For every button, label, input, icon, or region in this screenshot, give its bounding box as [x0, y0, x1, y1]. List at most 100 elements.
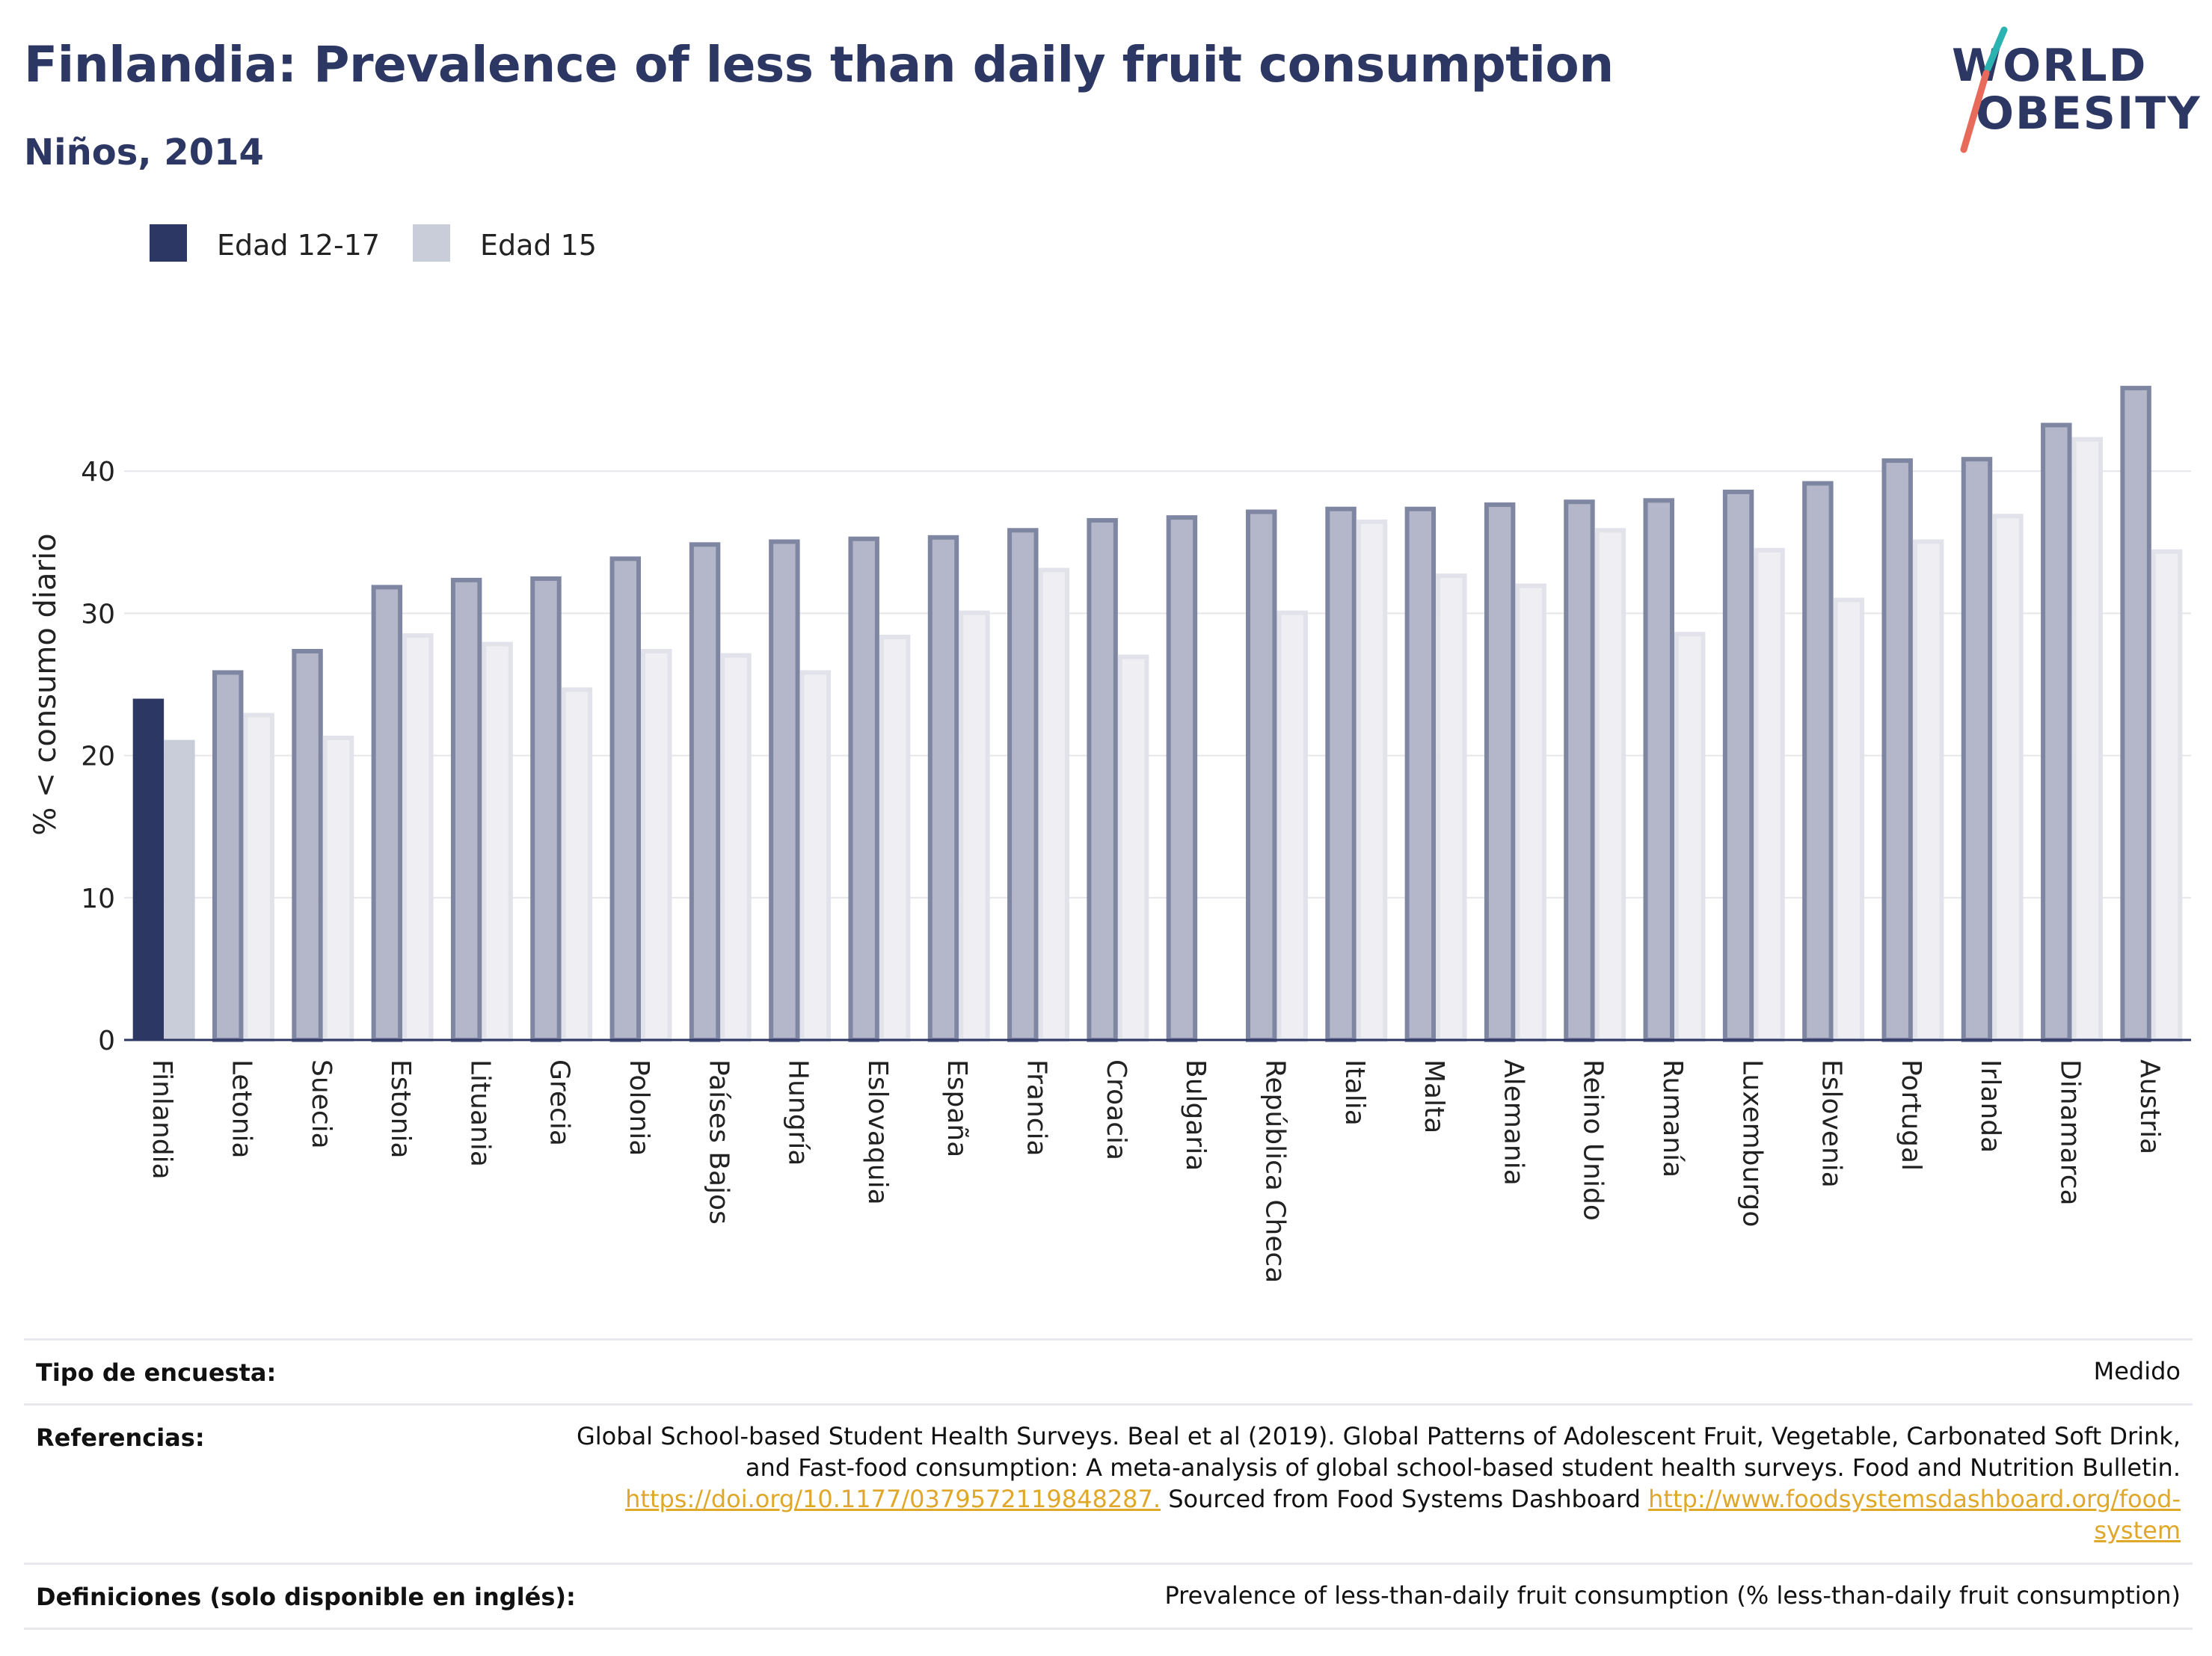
- bar-series1[interactable]: [689, 542, 721, 1042]
- bar-series2[interactable]: [164, 739, 195, 1040]
- bar-series2[interactable]: [959, 610, 990, 1042]
- bar-series1[interactable]: [1802, 481, 1834, 1043]
- bar-series1[interactable]: [769, 539, 800, 1043]
- bar-series1[interactable]: [609, 556, 641, 1042]
- bar-series1[interactable]: [1246, 509, 1277, 1042]
- doi-link[interactable]: https://doi.org/10.1177/0379572119848287…: [625, 1485, 1161, 1513]
- bar-series2[interactable]: [1038, 567, 1069, 1042]
- legend-swatch-series1: [150, 224, 187, 262]
- bar-series2[interactable]: [1356, 519, 1388, 1043]
- x-tick-label: Irlanda: [1975, 1059, 2006, 1153]
- bar-series1[interactable]: [1564, 499, 1595, 1042]
- bar-series2[interactable]: [2071, 437, 2103, 1042]
- bar-series1[interactable]: [450, 577, 482, 1043]
- references-line1: Global School-based Student Health Surve…: [576, 1422, 2181, 1450]
- bar-series2[interactable]: [879, 634, 911, 1042]
- bar-series2[interactable]: [322, 735, 354, 1042]
- bar-series1[interactable]: [1643, 498, 1675, 1042]
- bar-series1[interactable]: [1881, 458, 1913, 1043]
- x-tick-label: Suecia: [306, 1059, 337, 1149]
- y-tick-label: 10: [81, 884, 115, 914]
- x-tick-label: Italia: [1339, 1059, 1370, 1126]
- x-tick-label: Rumanía: [1657, 1059, 1688, 1178]
- x-tick-label: Portugal: [1896, 1059, 1926, 1171]
- y-axis-title: % < consumo diario: [28, 533, 63, 835]
- bar-series2[interactable]: [561, 687, 593, 1043]
- references-label: Referencias:: [36, 1423, 205, 1452]
- bar-series1[interactable]: [927, 535, 959, 1043]
- x-tick-label: Eslovenia: [1816, 1059, 1847, 1188]
- bar-series2[interactable]: [1436, 573, 1467, 1043]
- x-tick-label: Letonia: [226, 1059, 256, 1159]
- bar-series1[interactable]: [292, 648, 323, 1042]
- bar-series1[interactable]: [212, 670, 244, 1042]
- x-tick-label: Lituania: [464, 1059, 495, 1167]
- definitions-value: Prevalence of less-than-daily fruit cons…: [1164, 1581, 2181, 1610]
- x-tick-label: Alemania: [1498, 1059, 1529, 1186]
- bar-series2[interactable]: [243, 712, 274, 1042]
- legend-swatch-series2: [413, 224, 450, 262]
- x-tick-label: Eslovaquia: [862, 1059, 893, 1205]
- footer-info: Tipo de encuesta: Medido Referencias: Gl…: [24, 1338, 2193, 1630]
- x-tick-label: Luxemburgo: [1736, 1059, 1767, 1227]
- references-mid-text: Sourced from Food Systems Dashboard: [1161, 1485, 1649, 1513]
- bar-series2[interactable]: [402, 633, 434, 1042]
- bar-series1[interactable]: [1087, 517, 1118, 1042]
- bar-series1[interactable]: [132, 698, 165, 1040]
- bar-series2[interactable]: [1276, 610, 1308, 1042]
- x-tick-label: Reino Unido: [1578, 1059, 1609, 1221]
- x-tick-label: Países Bajos: [703, 1059, 734, 1225]
- bar-series1[interactable]: [530, 576, 562, 1042]
- x-tick-label: República Checa: [1259, 1059, 1290, 1283]
- definitions-row: Definiciones (solo disponible en inglés)…: [24, 1563, 2193, 1628]
- legend-label-series1: Edad 12-17: [217, 229, 381, 262]
- bar-series2[interactable]: [1594, 528, 1626, 1042]
- references-line4: system: [577, 1515, 2181, 1546]
- bar-series2[interactable]: [1754, 547, 1785, 1042]
- page-subtitle: Niños, 2014: [24, 132, 264, 173]
- x-tick-label: Dinamarca: [2055, 1059, 2086, 1206]
- survey-type-label: Tipo de encuesta:: [36, 1358, 277, 1387]
- bar-series2[interactable]: [641, 648, 672, 1042]
- page-title: Finlandia: Prevalence of less than daily…: [24, 36, 1614, 93]
- bar-series2[interactable]: [482, 641, 513, 1042]
- bar-series1[interactable]: [848, 536, 879, 1042]
- bar-series1[interactable]: [1166, 515, 1198, 1042]
- references-line2: and Fast-food consumption: A meta-analys…: [745, 1453, 2181, 1482]
- bar-series2[interactable]: [720, 653, 752, 1042]
- world-obesity-logo: WORLD OBESITY: [1952, 22, 2200, 157]
- bar-series1[interactable]: [1325, 506, 1357, 1042]
- bar-series2[interactable]: [1674, 632, 1706, 1043]
- survey-type-row: Tipo de encuesta: Medido: [24, 1338, 2193, 1403]
- footer-bottom-rule: [24, 1628, 2193, 1630]
- bar-series1[interactable]: [1961, 457, 1993, 1042]
- x-tick-label: Austria: [2134, 1059, 2165, 1154]
- dashboard-link[interactable]: http://www.foodsystemsdashboard.org/food…: [1648, 1485, 2181, 1513]
- x-tick-label: Bulgaria: [1180, 1059, 1211, 1171]
- bar-series1[interactable]: [1722, 489, 1754, 1042]
- bar-series1[interactable]: [2041, 422, 2072, 1043]
- logo-slash-icon: [1960, 26, 2008, 153]
- y-tick-label: 0: [98, 1026, 115, 1056]
- dashboard-link-cont[interactable]: system: [2094, 1516, 2181, 1545]
- bar-series2[interactable]: [2151, 549, 2183, 1042]
- bar-series1[interactable]: [1404, 506, 1437, 1042]
- bar-chart: 0 10 20 30 40 % < consumo diario Finlandia Leto…: [28, 386, 2191, 1283]
- bar-series2[interactable]: [1833, 597, 1865, 1042]
- bar-series1[interactable]: [371, 585, 403, 1042]
- bar-series2[interactable]: [1992, 514, 2024, 1042]
- survey-type-value: Medido: [2093, 1357, 2181, 1385]
- references-text: Global School-based Student Health Surve…: [577, 1420, 2181, 1546]
- bar-series2[interactable]: [1912, 539, 1944, 1043]
- references-line3: https://doi.org/10.1177/0379572119848287…: [577, 1483, 2181, 1515]
- references-row: Referencias: Global School-based Student…: [24, 1403, 2193, 1563]
- x-tick-label: España: [941, 1059, 972, 1157]
- y-tick-label: 20: [81, 742, 115, 772]
- bar-series1[interactable]: [1007, 528, 1039, 1042]
- bar-series1[interactable]: [1484, 502, 1516, 1042]
- bar-series2[interactable]: [1515, 583, 1546, 1042]
- bar-series1[interactable]: [2120, 386, 2151, 1042]
- definitions-label: Definiciones (solo disponible en inglés)…: [36, 1583, 576, 1611]
- bar-series2[interactable]: [1117, 654, 1149, 1043]
- bar-series2[interactable]: [799, 670, 832, 1042]
